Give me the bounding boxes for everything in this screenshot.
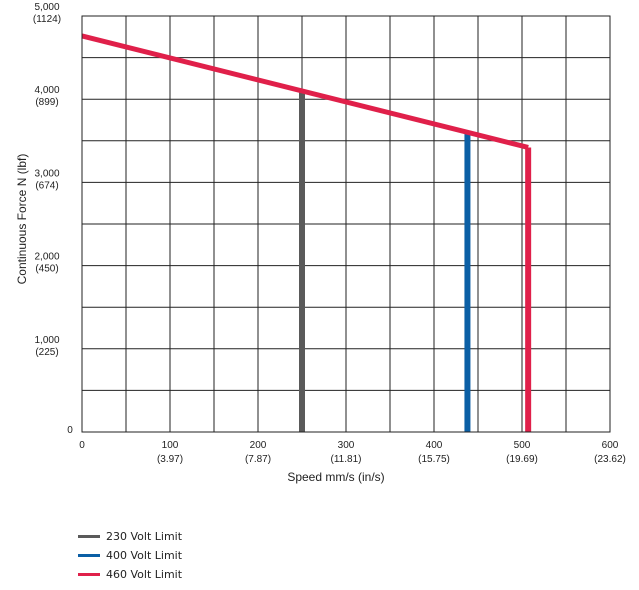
force-limit-curve [81,33,529,150]
y-tick-value: 1,000 [34,335,59,346]
x-tick-label: 200 (7.87) [245,440,271,465]
x-tick-imperial: (19.69) [506,454,538,465]
y-tick-value: 2,000 [34,252,59,263]
legend-swatch [78,535,100,538]
x-tick-label: 600 (23.62) [594,440,626,465]
y-tick-label: 1,000(225) [34,335,59,358]
legend-label: 230 Volt Limit [106,530,183,543]
x-tick-label: 300 (11.81) [331,440,362,465]
legend-item: 460 Volt Limit [78,565,182,584]
legend-swatch [78,554,100,557]
legend-item: 400 Volt Limit [78,546,182,565]
x-tick-value: 0 [79,440,85,451]
y-tick-imperial: (899) [35,97,58,108]
y-tick-imperial: (1124) [33,14,61,25]
y-tick-label: 2,000(450) [34,252,59,275]
y-axis-label: Continuous Force N (lbf) [15,154,29,285]
x-tick-value: 600 [602,440,619,451]
x-tick-value: 200 [250,440,267,451]
x-tick-label: 0 [79,440,85,451]
y-tick-imperial: (450) [35,264,58,275]
legend-label: 460 Volt Limit [106,568,183,581]
legend: 230 Volt Limit 400 Volt Limit 460 Volt Lim… [78,527,182,584]
y-tick-value: 0 [67,425,73,436]
plot-frame [81,15,611,433]
x-tick-imperial: (3.97) [157,454,183,465]
legend-swatch [78,573,100,576]
x-tick-imperial: (23.62) [594,454,626,465]
x-tick-value: 500 [514,440,531,451]
y-tick-value: 5,000 [34,2,59,13]
x-tick-value: 300 [338,440,355,451]
x-axis-label: Speed mm/s (in/s) [287,470,384,484]
x-tick-value: 100 [162,440,179,451]
x-tick-label: 500 (19.69) [506,440,538,465]
y-tick-label: 3,000(674) [34,168,59,191]
legend-label: 400 Volt Limit [106,549,183,562]
x-tick-imperial: (15.75) [418,454,450,465]
y-tick-imperial: (225) [35,347,58,358]
x-tick-imperial: (7.87) [245,454,271,465]
y-tick-label: 0 [67,425,73,436]
legend-item: 230 Volt Limit [78,527,182,546]
x-tick-imperial: (11.81) [331,454,362,465]
y-tick-label: 4,000(899) [34,85,59,108]
x-tick-label: 400 (15.75) [418,440,450,465]
chart: 0 100 (3.97) 200 (7.87) 300 (11.81) 400 (15.75) 5… [15,2,626,484]
y-tick-imperial: (674) [35,180,58,191]
x-tick-label: 100 (3.97) [157,440,183,465]
y-tick-value: 3,000 [34,168,59,179]
x-tick-value: 400 [426,440,443,451]
grid-lines [82,16,610,432]
y-tick-label: 5,000(1124) [33,2,61,25]
tick-labels: 0 100 (3.97) 200 (7.87) 300 (11.81) 400 (15.75) 5… [33,2,626,465]
y-tick-value: 4,000 [34,85,59,96]
series-layer [81,33,532,432]
